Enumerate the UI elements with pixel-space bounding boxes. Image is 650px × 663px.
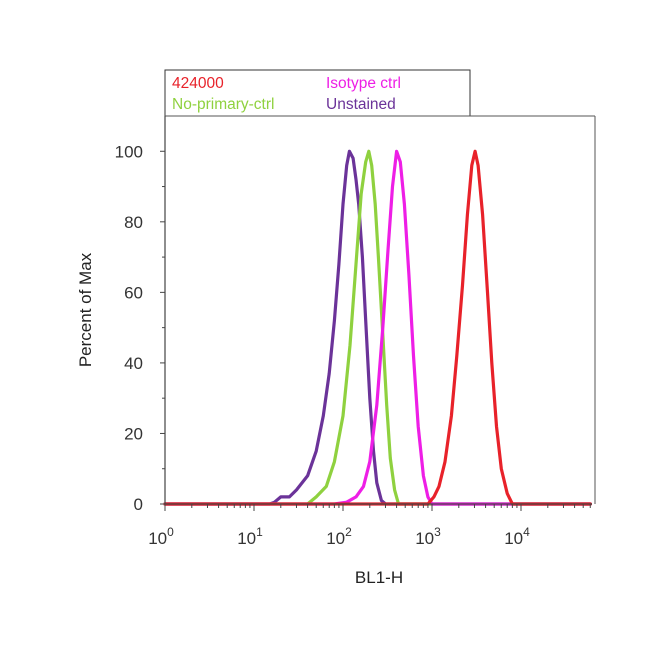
legend-box [164,69,471,117]
legend-entry: Isotype ctrl [326,75,401,92]
x-tick-label: 100 [148,525,174,548]
x-tick-label: 104 [504,525,530,548]
y-tick-label: 0 [134,495,143,514]
series-lines [163,149,592,506]
x-tick-label: 101 [237,525,263,548]
x-tick-label: 102 [326,525,352,548]
legend-entry: 424000 [172,75,224,92]
y-axis-label: Percent of Max [76,252,95,367]
y-tick-label: 100 [115,142,143,161]
series-line [163,149,592,506]
series-line [163,149,592,506]
y-tick-label: 80 [124,213,143,232]
legend-entry: Unstained [326,96,396,113]
legend: 424000 Isotype ctrl No-primary-ctrl Unstain… [164,69,471,117]
axes: 0 20 40 60 80 100 100 101 102 103 104 [115,116,592,548]
x-axis-label: BL1-H [355,568,403,587]
x-tick-label: 103 [415,525,441,548]
y-tick-label: 40 [124,354,143,373]
series-line [163,149,592,506]
y-tick-label: 20 [124,424,143,443]
series-line [163,149,592,506]
plot-frame [165,115,596,504]
legend-entry: No-primary-ctrl [172,96,274,113]
y-tick-label: 60 [124,283,143,302]
